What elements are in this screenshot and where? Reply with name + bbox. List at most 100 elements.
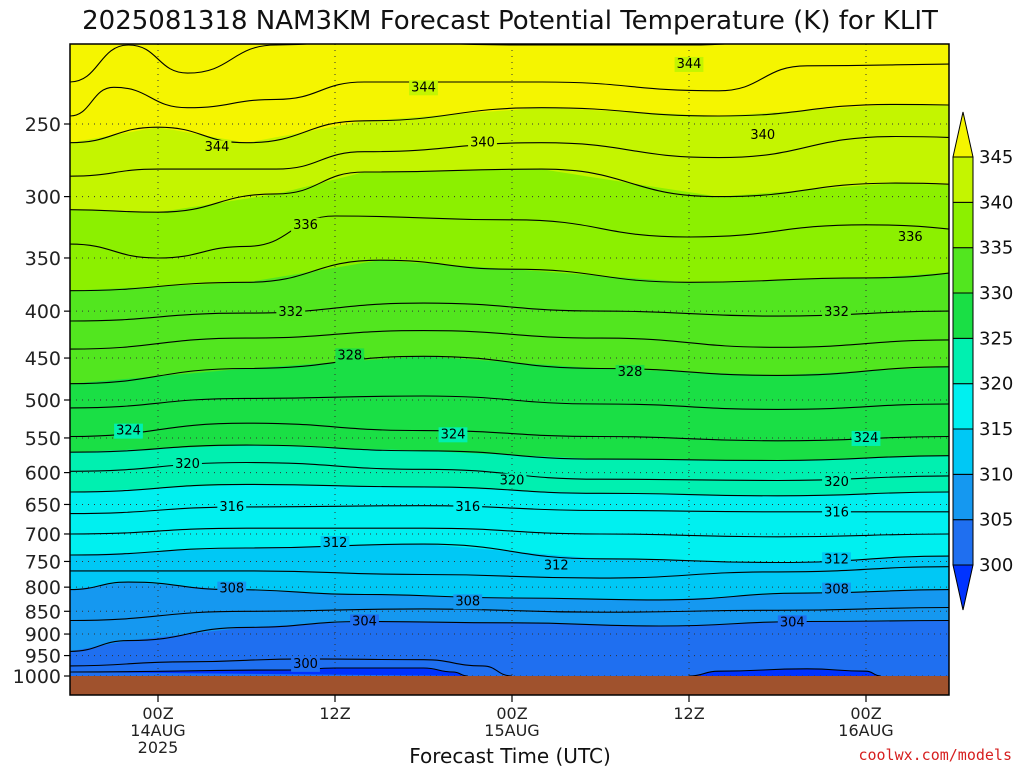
- colorbar-tick-label: 320: [979, 374, 1013, 395]
- y-tick-label: 500: [25, 390, 61, 412]
- x-tick-label: 15AUG: [484, 721, 539, 740]
- x-axis-label: Forecast Time (UTC): [409, 744, 611, 768]
- contour-label: 308: [219, 582, 244, 597]
- contour-label: 324: [441, 427, 466, 442]
- contour-312-7: [70, 543, 949, 564]
- contour-label: 312: [323, 536, 348, 551]
- contour-label-bg: [468, 135, 497, 151]
- contour-label: 344: [205, 140, 230, 155]
- contour-324-13: [70, 422, 949, 442]
- colorbar-segment: [952, 292, 974, 339]
- contour-340-21: [70, 135, 949, 177]
- colorbar-tick-label: 300: [979, 555, 1013, 576]
- colorbar-bottom-arrow: [952, 564, 974, 611]
- cold-pool-0: [70, 668, 468, 676]
- y-tick-label: 400: [25, 301, 61, 323]
- contour-320-11: [70, 461, 949, 482]
- chart-title: 2025081318 NAM3KM Forecast Potential Tem…: [82, 6, 938, 36]
- y-tick-label: 850: [25, 601, 61, 623]
- colorbar-segment: [952, 519, 974, 566]
- contour-label-bg: [114, 423, 143, 439]
- contour-label: 316: [219, 500, 244, 515]
- contour-label-bg: [497, 473, 527, 489]
- contour-label-bg: [895, 229, 925, 245]
- contour-label-bg: [438, 427, 468, 443]
- y-tick-label: 950: [25, 646, 61, 668]
- contour-label-bg: [822, 582, 851, 598]
- x-tick-label: 00Z: [496, 704, 527, 723]
- colorbar-tick-label: 305: [979, 510, 1013, 531]
- contour-label: 312: [824, 552, 849, 567]
- contour-label: 340: [750, 128, 775, 143]
- contour-label-bg: [674, 56, 704, 72]
- contour-label-bg: [822, 474, 851, 490]
- y-tick-label: 450: [25, 348, 61, 370]
- contour-label-bg: [822, 305, 851, 321]
- y-tick-label: 300: [25, 187, 61, 209]
- contour-label-bg: [173, 456, 202, 472]
- x-tick-label: 2025: [138, 738, 179, 757]
- ground-surface: [70, 676, 949, 695]
- contour-labels: 344 344 344 340 340 336 336 332 332 328 328 324 324 3…: [114, 56, 925, 672]
- contour-label-bg: [777, 615, 807, 631]
- contour-302-2: [70, 658, 513, 677]
- contour-label: 332: [278, 305, 303, 320]
- contour-label-bg: [822, 552, 851, 568]
- y-tick-label: 550: [25, 428, 61, 450]
- contour-label: 320: [175, 457, 200, 472]
- contour-label: 300: [293, 657, 318, 672]
- contour-306-4: [70, 606, 949, 622]
- contour-322-12: [70, 444, 949, 462]
- colorbar-tick-label: 325: [979, 328, 1013, 349]
- y-axis: 2503003504004505005506006507007508008509…: [13, 114, 70, 688]
- colorbar-segment: [952, 337, 974, 385]
- y-tick-label: 250: [25, 114, 61, 136]
- contour-label-bg: [217, 581, 247, 597]
- x-tick-label: 00Z: [850, 704, 881, 723]
- contour-label: 332: [824, 305, 849, 320]
- colorbar-segment: [952, 247, 974, 294]
- contour-label-bg: [320, 535, 350, 551]
- contour-346-24: [70, 44, 733, 83]
- x-tick-label: 14AUG: [130, 721, 185, 740]
- colorbar-top-arrow: [952, 111, 974, 158]
- colorbar-tick-label: 330: [979, 283, 1013, 304]
- contour-label-bg: [851, 430, 881, 446]
- contour-308-5: [70, 581, 949, 601]
- credit-text: coolwx.com/models: [858, 746, 1012, 764]
- y-tick-label: 900: [25, 624, 61, 646]
- contour-label: 324: [116, 424, 141, 439]
- contour-label: 336: [898, 230, 923, 245]
- y-tick-label: 800: [25, 577, 61, 599]
- contour-label: 308: [455, 594, 480, 609]
- contour-label: 316: [455, 500, 480, 515]
- colorbar-segment: [952, 473, 974, 521]
- contour-314-8: [70, 527, 949, 538]
- y-tick-label: 700: [25, 524, 61, 546]
- contour-318-10: [70, 483, 949, 497]
- colorbar-segment: [952, 156, 974, 203]
- contour-332-17: [70, 302, 949, 322]
- contour-326-14: [70, 395, 949, 410]
- y-tick-label: 350: [25, 248, 61, 270]
- contour-label-bg: [291, 656, 320, 672]
- contour-label: 336: [293, 218, 318, 233]
- colorbar: 300 305 310 315 320 325 330 335 340 345: [952, 111, 1013, 611]
- contour-label: 328: [337, 348, 362, 363]
- contour-342-22: [70, 103, 949, 144]
- colorbar-tick-label: 335: [979, 238, 1013, 259]
- contour-344-23: [70, 63, 949, 117]
- contour-300-1: [688, 668, 881, 677]
- colorbar-tick-label: 345: [979, 147, 1013, 168]
- contour-300-0: [70, 667, 468, 677]
- contour-310-6: [70, 566, 949, 579]
- contour-label: 312: [544, 559, 569, 574]
- contour-label: 316: [824, 505, 849, 520]
- contour-label: 308: [824, 583, 849, 598]
- contour-label-bg: [748, 127, 778, 143]
- colorbar-tick-label: 310: [979, 464, 1013, 485]
- contour-label: 304: [780, 615, 805, 630]
- contour-316-9: [70, 505, 949, 515]
